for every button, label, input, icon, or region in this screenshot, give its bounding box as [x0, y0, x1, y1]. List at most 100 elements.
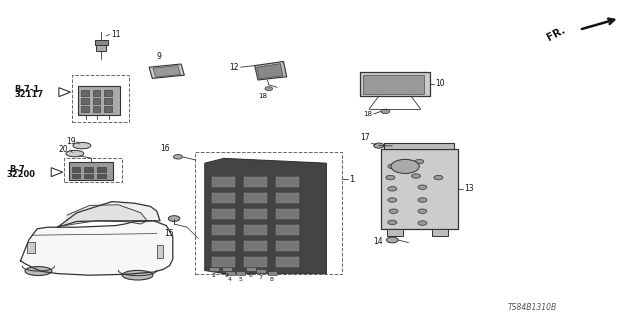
Bar: [432, 229, 448, 236]
Bar: [97, 167, 106, 172]
Bar: [212, 225, 235, 235]
Circle shape: [173, 155, 182, 159]
Bar: [84, 167, 93, 172]
Circle shape: [387, 237, 398, 243]
Bar: [95, 40, 108, 45]
Circle shape: [388, 220, 397, 225]
Text: 12: 12: [229, 63, 239, 72]
Bar: [78, 86, 120, 115]
Circle shape: [418, 221, 427, 225]
Text: B-7-1: B-7-1: [14, 85, 39, 94]
Text: 2: 2: [212, 273, 216, 278]
Text: 13: 13: [464, 184, 474, 193]
Circle shape: [418, 198, 427, 202]
Circle shape: [434, 175, 443, 180]
Bar: [104, 106, 112, 112]
Bar: [381, 149, 458, 229]
Ellipse shape: [73, 142, 91, 149]
Text: B-7: B-7: [10, 165, 26, 174]
Text: 20: 20: [59, 145, 68, 154]
Polygon shape: [64, 205, 147, 226]
Polygon shape: [246, 267, 256, 271]
Circle shape: [418, 209, 427, 213]
Ellipse shape: [122, 270, 153, 280]
Bar: [363, 75, 424, 94]
Bar: [384, 143, 454, 149]
Polygon shape: [153, 66, 180, 77]
Text: 4: 4: [228, 277, 232, 283]
Bar: [27, 242, 35, 253]
Bar: [97, 174, 106, 178]
Text: 11: 11: [111, 30, 120, 39]
Bar: [195, 152, 342, 274]
Bar: [157, 245, 163, 258]
Polygon shape: [149, 64, 184, 78]
Ellipse shape: [66, 150, 84, 157]
Bar: [104, 98, 112, 104]
Circle shape: [391, 159, 419, 173]
Ellipse shape: [25, 267, 52, 276]
Polygon shape: [255, 61, 287, 80]
Circle shape: [386, 175, 395, 180]
Polygon shape: [256, 269, 266, 273]
Circle shape: [389, 209, 398, 213]
Bar: [93, 90, 100, 96]
Text: 8: 8: [270, 277, 274, 283]
Text: 15: 15: [164, 229, 174, 238]
Bar: [96, 45, 106, 51]
Text: 19: 19: [66, 137, 76, 146]
Bar: [81, 90, 89, 96]
Polygon shape: [58, 202, 160, 227]
Bar: [93, 98, 100, 104]
Text: FR.: FR.: [545, 25, 567, 43]
Bar: [72, 167, 80, 172]
Circle shape: [412, 174, 420, 178]
Bar: [69, 162, 113, 180]
Polygon shape: [236, 271, 245, 275]
Bar: [244, 241, 267, 251]
Bar: [244, 257, 267, 267]
Bar: [360, 72, 430, 96]
Polygon shape: [59, 88, 70, 97]
Text: 6: 6: [249, 273, 253, 278]
Text: 1: 1: [349, 175, 354, 184]
Bar: [244, 193, 267, 203]
Bar: [84, 174, 93, 178]
Bar: [244, 225, 267, 235]
Text: 10: 10: [435, 79, 445, 88]
Circle shape: [388, 164, 397, 169]
Bar: [93, 106, 100, 112]
Polygon shape: [268, 271, 277, 275]
Circle shape: [381, 109, 390, 114]
Bar: [81, 106, 89, 112]
Text: 18: 18: [364, 111, 372, 117]
Text: 16: 16: [161, 144, 170, 153]
Bar: [276, 241, 299, 251]
Bar: [212, 241, 235, 251]
Circle shape: [168, 216, 180, 221]
Polygon shape: [209, 267, 219, 271]
Bar: [81, 98, 89, 104]
Circle shape: [415, 159, 424, 164]
Text: 5: 5: [238, 277, 242, 283]
Circle shape: [374, 143, 384, 148]
Polygon shape: [222, 267, 232, 271]
Bar: [276, 225, 299, 235]
Polygon shape: [257, 64, 283, 79]
Bar: [72, 75, 129, 122]
Text: 18: 18: [258, 93, 267, 100]
Polygon shape: [51, 168, 63, 177]
Bar: [212, 177, 235, 187]
Bar: [72, 174, 80, 178]
Text: 14: 14: [373, 237, 383, 246]
Bar: [104, 90, 112, 96]
Bar: [276, 177, 299, 187]
Bar: [276, 257, 299, 267]
Bar: [244, 177, 267, 187]
Bar: [244, 209, 267, 219]
Text: 3: 3: [225, 273, 228, 278]
Text: 9: 9: [156, 52, 161, 61]
Bar: [276, 209, 299, 219]
Bar: [387, 229, 403, 236]
Text: 7: 7: [259, 275, 262, 280]
